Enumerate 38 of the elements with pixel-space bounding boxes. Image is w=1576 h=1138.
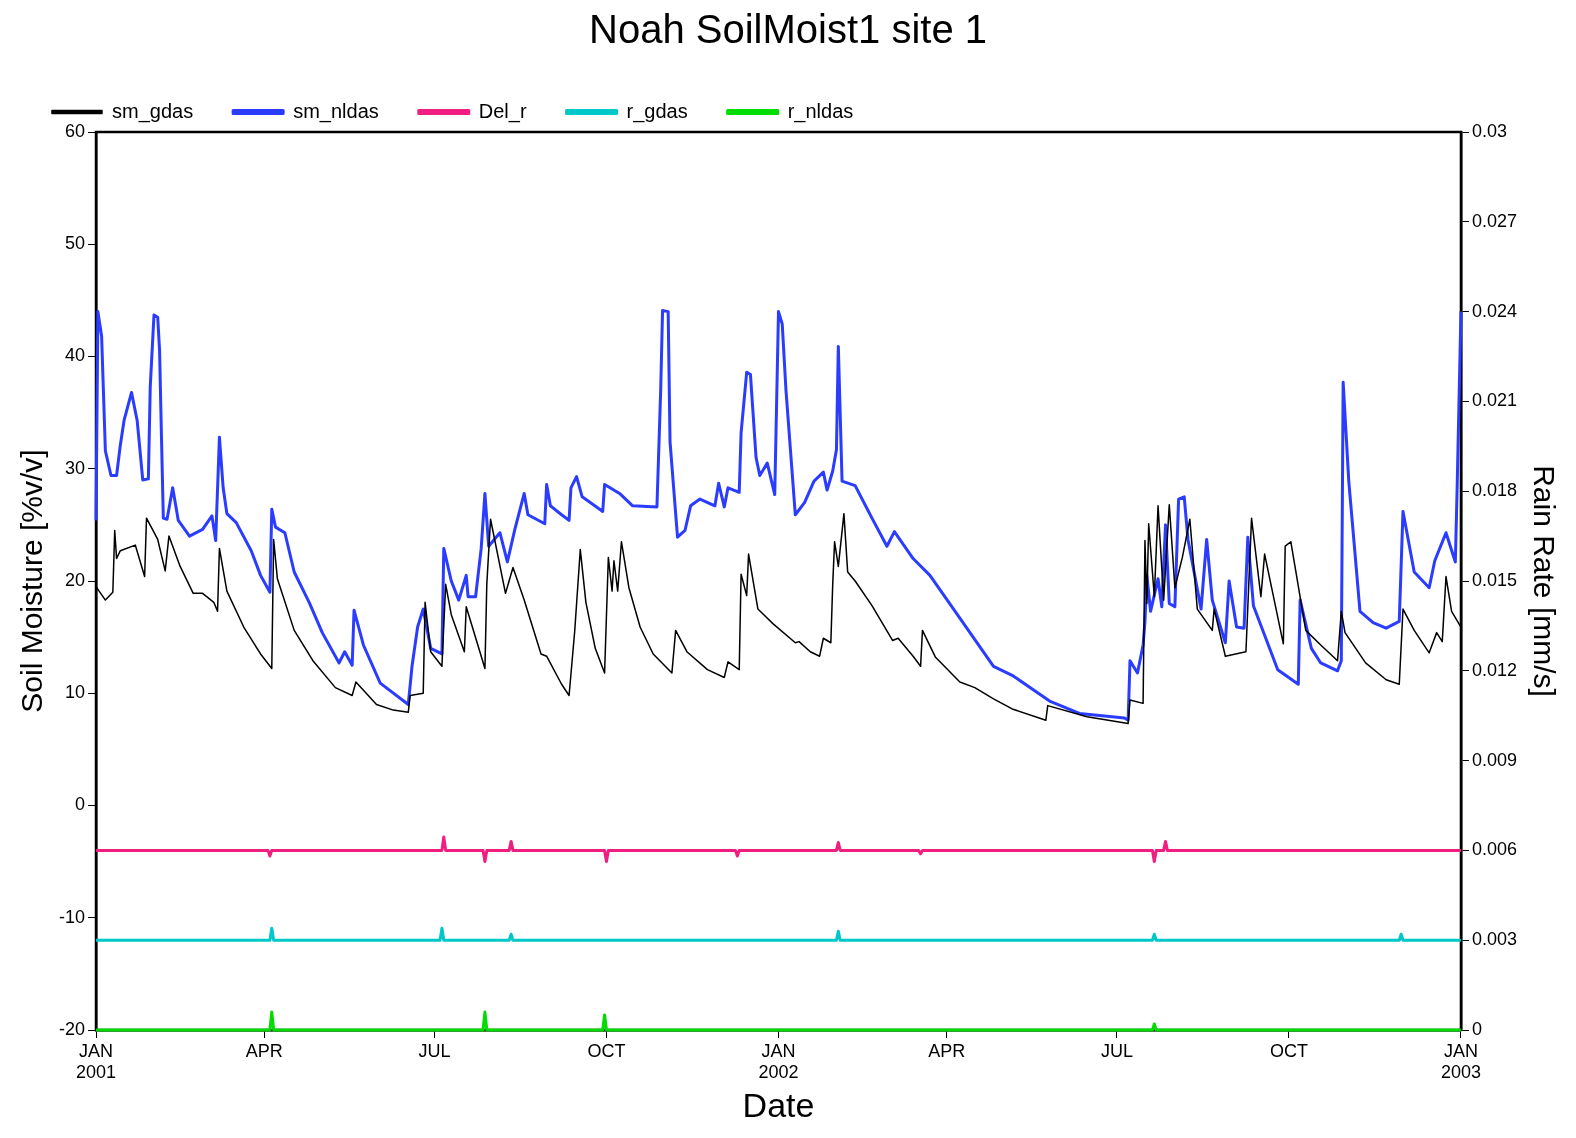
y2-tick-label: 0.03 [1471,120,1507,141]
legend-label: Del_r [478,99,527,123]
x-tick-label: APR [245,1040,283,1061]
chart-title: Noah SoilMoist1 site 1 [589,7,987,52]
legend-label: sm_gdas [112,99,194,123]
y2-tick-label: 0.009 [1471,749,1517,770]
y-tick-label: -20 [59,1018,86,1039]
y2-tick-label: 0 [1471,1018,1482,1039]
x-tick-label: OCT [1269,1040,1308,1061]
y2-tick-label: 0.018 [1471,480,1517,501]
x-tick-label: OCT [587,1040,626,1061]
y2-tick-label: 0.021 [1471,390,1517,411]
y-tick-label: 10 [64,682,86,703]
x-tick-label: JUL [1100,1040,1133,1061]
y-tick-label: 0 [75,794,86,815]
y-tick-label: 40 [64,345,86,366]
y2-tick-label: 0.027 [1471,210,1517,231]
y2-tick-label: 0.015 [1471,569,1517,590]
y2-tick-label: 0.024 [1471,300,1517,321]
x-tick-label: JAN 2001 [75,1040,117,1083]
y-axis-title: Soil Moisture [%v/v] [15,449,49,713]
x-tick-label: JAN 2002 [758,1040,799,1083]
y2-tick-label: 0.006 [1471,839,1517,860]
y-tick-label: 20 [64,569,86,590]
legend-label: r_gdas [626,99,688,123]
y2-tick-label: 0.012 [1471,659,1517,680]
y-tick-label: 60 [64,120,86,141]
legend-label: r_nldas [787,99,854,123]
y-tick-label: 50 [64,233,86,254]
x-axis-title: Date [742,1085,815,1124]
y-tick-label: 30 [64,457,86,478]
y2-tick-label: 0.003 [1471,929,1517,950]
x-tick-label: APR [928,1040,966,1061]
x-tick-label: JUL [418,1040,451,1061]
legend-label: sm_nldas [293,99,379,123]
y2-axis-title: Rain Rate [mm/s] [1527,465,1561,697]
x-tick-label: JAN 2003 [1440,1040,1481,1083]
y-tick-label: -10 [59,906,86,927]
